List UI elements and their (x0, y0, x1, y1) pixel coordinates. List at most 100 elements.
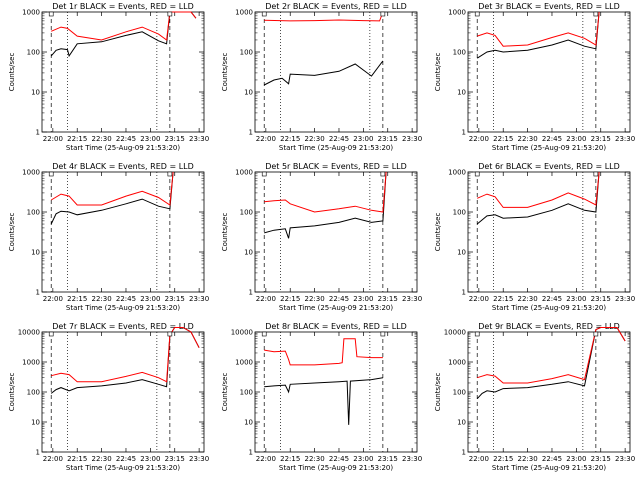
x-tick-label: 23:15 (378, 295, 398, 303)
x-tick-label: 23:30 (189, 135, 209, 143)
x-tick-label: 23:30 (615, 455, 635, 463)
x-axis-label: Start Time (25-Aug-09 21:53:20) (492, 304, 606, 312)
y-tick-label: 100 (453, 49, 466, 57)
y-tick-label: 1 (462, 289, 466, 297)
y-tick-label: 1 (249, 289, 253, 297)
x-tick-label: 22:15 (280, 455, 300, 463)
x-tick-label: 22:45 (329, 295, 349, 303)
events-series-line (50, 11, 197, 58)
events-series-line (50, 327, 200, 394)
x-tick-label: 23:00 (566, 135, 586, 143)
plot-canvas: Det 3r BLACK = Events, RED = LLD 1 10 100 10… (434, 2, 635, 152)
detector-panel-1: Det 1r BLACK = Events, RED = LLD 1 10 100 10… (0, 0, 213, 160)
y-tick-label: 10 (457, 89, 466, 97)
x-tick-label: 22:30 (305, 295, 325, 303)
x-tick-label: 23:15 (165, 295, 185, 303)
x-tick-label: 22:30 (92, 455, 112, 463)
y-tick-label: 10 (244, 89, 253, 97)
x-tick-label: 23:30 (189, 295, 209, 303)
x-axis-label: Start Time (25-Aug-09 21:53:20) (279, 464, 393, 472)
y-axis-label: Counts/sec (8, 213, 16, 252)
y-tick-label: 10 (31, 89, 40, 97)
y-axis-label: Counts/sec (434, 373, 442, 412)
axes-frame (41, 171, 205, 293)
detector-panel-8: Det 8r BLACK = Events, RED = LLD 1 10 100 10… (213, 320, 426, 480)
y-tick-label: 1 (36, 129, 40, 137)
events-series-line (264, 171, 387, 239)
x-axis-label: Start Time (25-Aug-09 21:53:20) (66, 464, 180, 472)
y-tick-label: 100 (453, 389, 466, 397)
events-series-line (264, 377, 383, 425)
y-tick-label: 1 (249, 449, 253, 457)
x-tick-label: 23:15 (165, 135, 185, 143)
x-tick-label: 22:15 (493, 455, 513, 463)
lld-series-line (50, 171, 174, 206)
x-tick-label: 22:00 (256, 135, 276, 143)
x-tick-label: 22:15 (280, 295, 300, 303)
y-axis-label: Counts/sec (8, 373, 16, 412)
plot-canvas: Det 4r BLACK = Events, RED = LLD 1 10 100 10… (8, 162, 209, 312)
detector-panel-5: Det 5r BLACK = Events, RED = LLD 1 10 100 10… (213, 160, 426, 320)
x-tick-label: 23:30 (402, 295, 422, 303)
detector-panel-4: Det 4r BLACK = Events, RED = LLD 1 10 100 10… (0, 160, 213, 320)
plot-canvas: Det 7r BLACK = Events, RED = LLD 1 10 100 10… (8, 322, 209, 472)
x-tick-label: 22:45 (542, 135, 562, 143)
axes-frame (41, 11, 205, 133)
x-tick-label: 23:15 (591, 295, 611, 303)
detector-panel-6: Det 6r BLACK = Events, RED = LLD 1 10 100 10… (426, 160, 639, 320)
flag-marker (474, 11, 480, 17)
flag-marker (167, 11, 173, 17)
plot-title: Det 2r BLACK = Events, RED = LLD (265, 2, 407, 11)
x-tick-label: 23:00 (140, 135, 160, 143)
events-series-line (263, 60, 384, 86)
x-tick-label: 22:30 (518, 295, 538, 303)
lld-series-line (264, 338, 383, 366)
x-tick-label: 22:15 (493, 135, 513, 143)
events-series-line (50, 171, 174, 225)
x-tick-label: 22:00 (469, 455, 489, 463)
y-tick-label: 100 (240, 389, 253, 397)
flag-marker (474, 171, 480, 177)
plot-canvas: Det 1r BLACK = Events, RED = LLD 1 10 100 10… (8, 2, 209, 152)
flag-marker (474, 331, 480, 337)
flag-marker (593, 171, 599, 177)
x-tick-label: 23:30 (402, 455, 422, 463)
x-tick-label: 22:30 (518, 135, 538, 143)
lld-series-line (264, 171, 387, 213)
y-tick-label: 1 (36, 289, 40, 297)
x-tick-label: 23:15 (591, 455, 611, 463)
x-tick-label: 22:00 (43, 455, 63, 463)
x-tick-label: 22:15 (67, 135, 87, 143)
x-tick-label: 23:00 (353, 295, 373, 303)
plot-title: Det 9r BLACK = Events, RED = LLD (478, 322, 620, 331)
y-tick-label: 1000 (22, 9, 40, 17)
x-tick-label: 23:00 (140, 455, 160, 463)
x-tick-label: 23:00 (566, 455, 586, 463)
plot-canvas: Det 5r BLACK = Events, RED = LLD 1 10 100 10… (221, 162, 422, 312)
y-axis-label: Counts/sec (221, 53, 229, 92)
y-tick-label: 1000 (22, 169, 40, 177)
events-series-line (476, 11, 600, 59)
y-axis-label: Counts/sec (8, 53, 16, 92)
x-tick-label: 22:00 (256, 455, 276, 463)
x-axis-label: Start Time (25-Aug-09 21:53:20) (279, 304, 393, 312)
y-axis-label: Counts/sec (434, 213, 442, 252)
x-tick-label: 22:45 (542, 455, 562, 463)
events-series-line (476, 171, 600, 225)
y-axis-label: Counts/sec (221, 213, 229, 252)
y-tick-label: 10 (244, 249, 253, 257)
x-tick-label: 23:30 (615, 135, 635, 143)
flag-marker (261, 171, 267, 177)
lld-series-line (51, 327, 200, 383)
detector-panel-9: Det 9r BLACK = Events, RED = LLD 1 10 100 10… (426, 320, 639, 480)
x-tick-label: 23:15 (378, 455, 398, 463)
x-tick-label: 23:15 (165, 455, 185, 463)
x-axis-label: Start Time (25-Aug-09 21:53:20) (66, 304, 180, 312)
x-tick-label: 23:15 (591, 135, 611, 143)
y-tick-label: 100 (240, 49, 253, 57)
flag-marker (593, 11, 599, 17)
lld-series-line (477, 171, 600, 208)
x-tick-label: 22:15 (280, 135, 300, 143)
x-tick-label: 23:00 (353, 455, 373, 463)
